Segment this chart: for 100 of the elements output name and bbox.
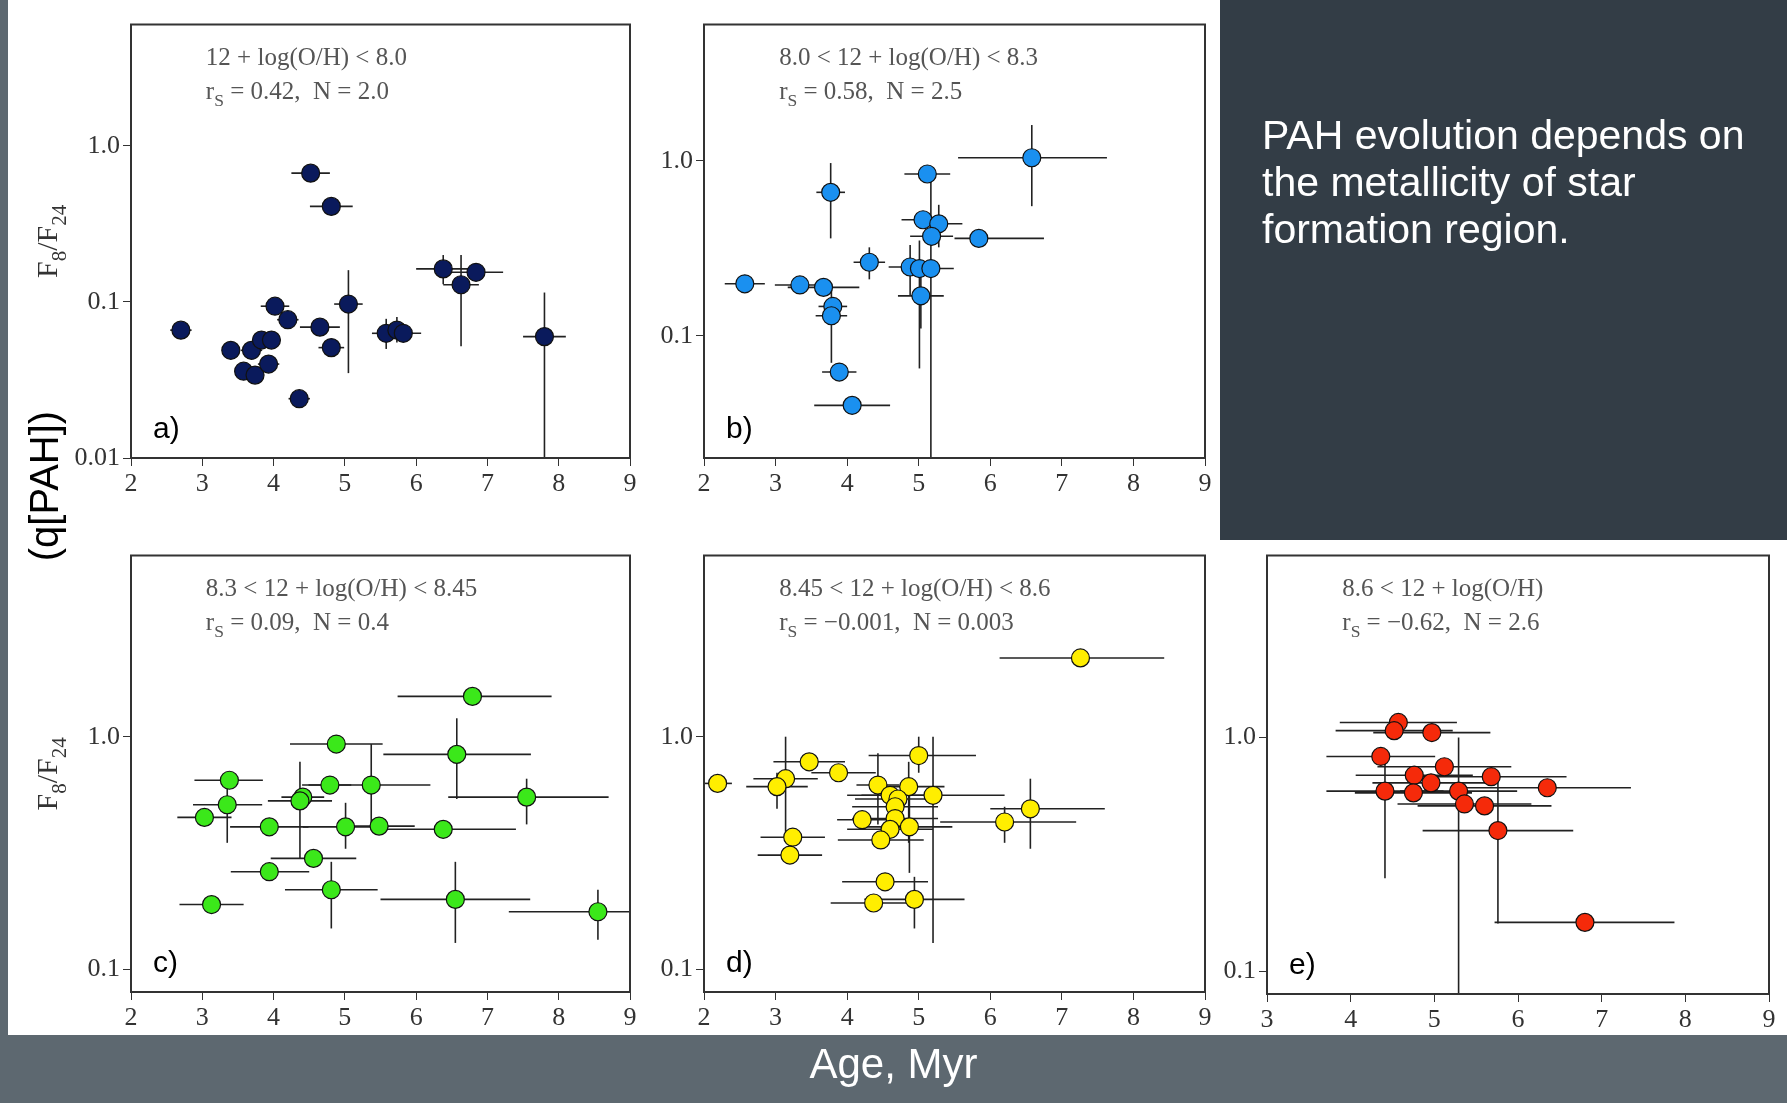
x-tick-label: 6 bbox=[409, 1002, 423, 1032]
x-tick-label: 4 bbox=[840, 468, 854, 498]
x-tick-label: 7 bbox=[480, 1002, 494, 1032]
annotation: a) bbox=[153, 411, 180, 444]
point bbox=[303, 848, 324, 868]
point bbox=[462, 686, 483, 706]
point bbox=[875, 872, 895, 892]
point bbox=[217, 795, 237, 815]
y-tick-label: 1.0 bbox=[660, 720, 693, 750]
annotation: 8.0 < 12 + log(O/H) < 8.3 bbox=[779, 42, 1039, 71]
y-tick-label: 0.1 bbox=[660, 953, 693, 983]
point bbox=[864, 893, 884, 913]
point bbox=[289, 389, 309, 409]
point bbox=[1488, 820, 1508, 841]
point bbox=[321, 196, 341, 216]
point bbox=[321, 338, 341, 358]
point bbox=[767, 777, 787, 797]
point bbox=[171, 320, 191, 340]
point bbox=[361, 775, 381, 795]
annotation: 8.6 < 12 + log(O/H) bbox=[1342, 573, 1544, 602]
point bbox=[245, 365, 265, 385]
y-axis-title: F8/F24 bbox=[30, 736, 71, 811]
y-tick-label: 0.01 bbox=[74, 441, 120, 471]
point bbox=[911, 286, 931, 306]
x-tick-label: 8 bbox=[552, 1002, 566, 1032]
x-tick-label: 4 bbox=[267, 1002, 281, 1032]
x-axis-title: Age, Myr bbox=[808, 1040, 979, 1088]
point bbox=[335, 817, 356, 837]
point bbox=[259, 862, 279, 882]
point bbox=[466, 262, 486, 282]
annotation: b) bbox=[726, 411, 753, 444]
point bbox=[995, 812, 1015, 832]
point bbox=[799, 752, 819, 772]
point bbox=[433, 819, 453, 839]
point bbox=[1384, 721, 1404, 741]
point bbox=[1422, 722, 1442, 743]
point bbox=[921, 258, 941, 279]
x-tick-label: 2 bbox=[124, 1002, 138, 1032]
point bbox=[1421, 773, 1441, 793]
point bbox=[813, 277, 834, 297]
point bbox=[265, 296, 285, 316]
x-tick-label: 6 bbox=[983, 468, 997, 498]
point bbox=[1434, 757, 1454, 777]
point bbox=[859, 252, 879, 272]
x-tick-label: 5 bbox=[912, 468, 926, 498]
x-tick-label: 9 bbox=[1198, 1002, 1212, 1032]
point bbox=[1474, 796, 1495, 816]
annotation: c) bbox=[153, 945, 178, 978]
point bbox=[338, 294, 359, 314]
point bbox=[1022, 148, 1042, 168]
point bbox=[194, 807, 215, 828]
x-tick-label: 9 bbox=[1762, 1004, 1776, 1034]
point bbox=[588, 902, 608, 922]
point bbox=[735, 274, 755, 294]
point bbox=[783, 827, 803, 847]
point bbox=[278, 310, 298, 330]
point bbox=[899, 817, 920, 837]
x-tick-label: 3 bbox=[195, 468, 209, 498]
x-tick-label: 7 bbox=[1595, 1004, 1609, 1034]
y-tick-label: 1.0 bbox=[87, 720, 120, 750]
point bbox=[320, 775, 340, 795]
point bbox=[1454, 794, 1475, 814]
x-tick-label: 5 bbox=[1427, 1004, 1441, 1034]
point bbox=[923, 785, 943, 805]
point bbox=[917, 164, 937, 184]
point bbox=[517, 787, 537, 807]
point bbox=[909, 745, 929, 766]
x-tick-label: 2 bbox=[697, 1002, 711, 1032]
point bbox=[1404, 765, 1424, 785]
annotation: 8.3 < 12 + log(O/H) < 8.45 bbox=[205, 573, 478, 602]
point bbox=[1070, 648, 1091, 668]
x-tick-label: 3 bbox=[769, 468, 783, 498]
y-tick-label: 0.1 bbox=[87, 285, 120, 315]
point bbox=[1020, 799, 1040, 819]
point bbox=[868, 775, 888, 795]
x-tick-label: 8 bbox=[1126, 468, 1140, 498]
point bbox=[321, 880, 341, 900]
text: PAH evolution depends on the metallicity of star formation region. bbox=[1262, 112, 1746, 253]
point bbox=[821, 182, 841, 202]
y-tick-label: 0.1 bbox=[660, 319, 693, 349]
point bbox=[922, 226, 942, 246]
point bbox=[219, 770, 239, 790]
x-tick-label: 3 bbox=[1260, 1004, 1274, 1034]
annotation: d) bbox=[726, 945, 753, 978]
y-tick-label: 0.1 bbox=[87, 953, 120, 983]
x-tick-label: 8 bbox=[1126, 1002, 1140, 1032]
point bbox=[201, 894, 222, 915]
point bbox=[326, 734, 346, 754]
x-tick-label: 7 bbox=[1055, 468, 1069, 498]
point bbox=[261, 330, 282, 350]
x-tick-label: 3 bbox=[769, 1002, 783, 1032]
x-tick-label: 5 bbox=[338, 468, 352, 498]
point bbox=[301, 163, 321, 183]
x-tick-label: 6 bbox=[983, 1002, 997, 1032]
x-tick-label: 4 bbox=[1344, 1004, 1358, 1034]
x-tick-label: 7 bbox=[1055, 1002, 1069, 1032]
x-tick-label: 2 bbox=[124, 468, 138, 498]
point bbox=[852, 810, 872, 830]
point bbox=[433, 259, 453, 279]
y-tick-label: 1.0 bbox=[1223, 721, 1256, 751]
